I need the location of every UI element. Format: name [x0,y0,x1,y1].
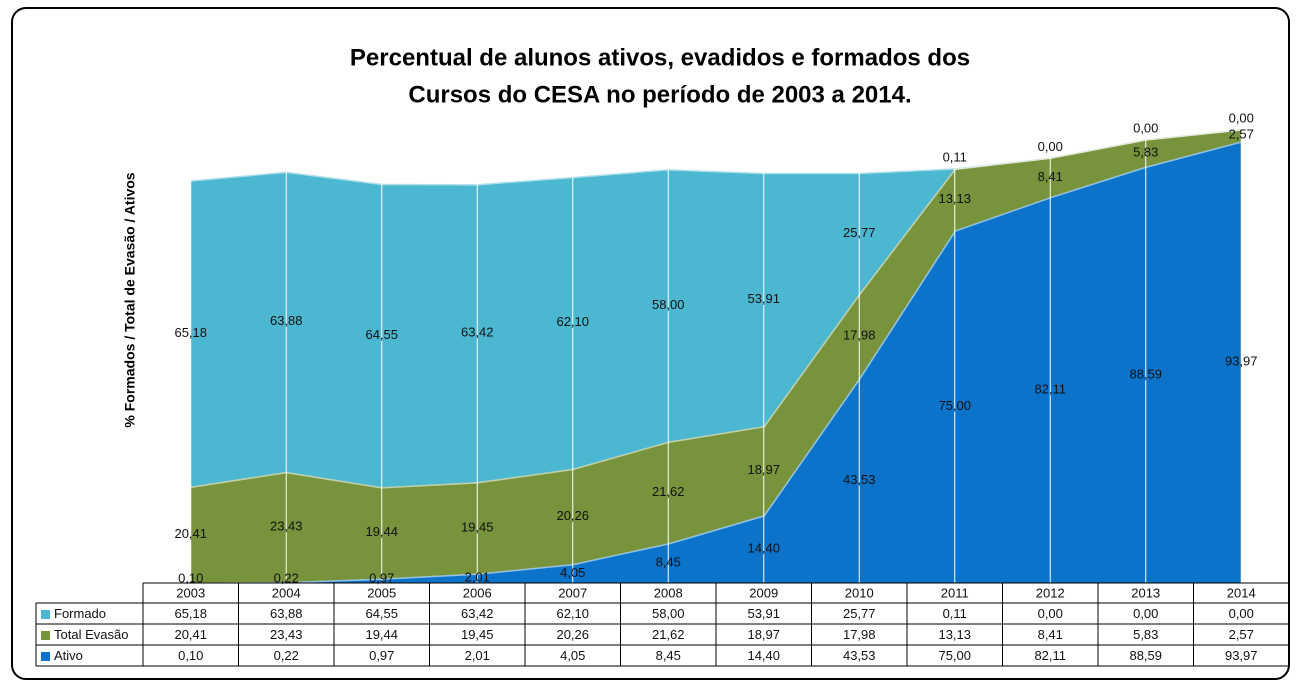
x-tick-label: 2005 [367,585,396,600]
data-label: 19,44 [365,524,398,539]
data-label: 0,97 [369,570,394,585]
table-cell: 64,55 [365,606,398,621]
table-cell: 2,57 [1229,627,1254,642]
x-tick-label: 2014 [1227,585,1256,600]
data-label: 5,83 [1133,144,1158,159]
data-label: 20,41 [174,526,207,541]
x-tick-label: 2010 [845,585,874,600]
table-cell: 18,97 [747,627,780,642]
data-label: 53,91 [747,291,780,306]
table-cell: 5,83 [1133,627,1158,642]
data-label: 2,01 [465,570,490,585]
data-label: 75,00 [938,398,971,413]
table-cell: 43,53 [843,648,876,663]
data-label: 8,45 [656,555,681,570]
data-label: 17,98 [843,328,876,343]
table-cell: 0,97 [369,648,394,663]
area [190,141,1242,583]
x-tick-label: 2003 [176,585,205,600]
table-cell: 63,42 [461,606,494,621]
table-cell: 2,01 [465,648,490,663]
data-label: 4,05 [560,565,585,580]
data-label: 58,00 [652,297,685,312]
data-label: 14,40 [747,541,780,556]
data-label: 43,53 [843,472,876,487]
legend-swatch [41,631,50,640]
data-label: 65,18 [174,325,207,340]
chart-title: Percentual de alunos ativos, evadidos e … [350,44,970,71]
table-cell: 25,77 [843,606,876,621]
area [190,129,1242,583]
x-tick-label: 2011 [941,585,969,600]
data-label: 88,59 [1129,366,1162,381]
table-cell: 0,22 [274,648,299,663]
table-cell: 23,43 [270,627,303,642]
data-label: 20,26 [556,508,589,523]
data-label: 0,10 [178,570,203,585]
table-cell: 13,13 [938,627,971,642]
x-tick-label: 2009 [749,585,778,600]
data-label: 0,00 [1133,121,1158,136]
data-label: 64,55 [365,327,398,342]
x-tick-label: 2006 [463,585,492,600]
table-cell: 8,41 [1038,627,1063,642]
table-cell: 0,00 [1038,606,1063,621]
y-axis-label: % Formados / Total de Evasão / Ativos [122,172,138,427]
table-cell: 93,97 [1225,648,1258,663]
data-label: 2,57 [1229,127,1254,142]
data-label: 8,41 [1038,169,1063,184]
data-label: 63,42 [461,325,494,340]
legend-swatch [41,652,50,661]
table-cell: 0,10 [178,648,203,663]
table-cell: 20,41 [174,627,207,642]
table-cell: 19,44 [365,627,398,642]
x-tick-label: 2004 [272,585,301,600]
data-label: 82,11 [1034,381,1066,396]
table-cell: 65,18 [174,606,207,621]
table-cell: 88,59 [1129,648,1162,663]
table-cell: 0,11 [943,606,967,621]
table-cell: 53,91 [747,606,780,621]
data-label: 0,22 [274,570,299,585]
data-label: 23,43 [270,518,303,533]
legend-swatch [41,610,50,619]
x-tick-label: 2013 [1131,585,1160,600]
table-cell: 0,00 [1133,606,1158,621]
table-cell: 63,88 [270,606,303,621]
chart-title: Cursos do CESA no período de 2003 a 2014… [408,81,911,108]
table-cell: 62,10 [556,606,589,621]
data-label: 0,00 [1038,139,1063,154]
table-cell: 75,00 [938,648,971,663]
legend-label: Ativo [54,648,83,663]
data-label: 13,13 [938,191,971,206]
table-cell: 8,45 [656,648,681,663]
table-cell: 82,11 [1034,648,1066,663]
data-label: 25,77 [843,225,876,240]
x-tick-label: 2007 [558,585,587,600]
table-cell: 14,40 [747,648,780,663]
data-label: 63,88 [270,313,303,328]
data-label: 18,97 [747,462,780,477]
area-edge [190,127,1242,186]
x-tick-label: 2008 [654,585,683,600]
table-cell: 20,26 [556,627,589,642]
data-label: 0,00 [1229,111,1254,126]
area [190,129,1242,488]
data-label: 0,11 [943,150,967,165]
x-tick-label: 2012 [1036,585,1065,600]
table-cell: 4,05 [560,648,585,663]
data-label: 62,10 [556,314,589,329]
data-label: 93,97 [1225,354,1258,369]
table-cell: 21,62 [652,627,685,642]
table-cell: 17,98 [843,627,876,642]
table-cell: 19,45 [461,627,494,642]
legend-label: Formado [54,606,106,621]
data-label: 19,45 [461,519,494,534]
table-cell: 0,00 [1229,606,1254,621]
legend-label: Total Evasão [54,627,128,642]
table-cell: 58,00 [652,606,685,621]
data-label: 21,62 [652,484,685,499]
